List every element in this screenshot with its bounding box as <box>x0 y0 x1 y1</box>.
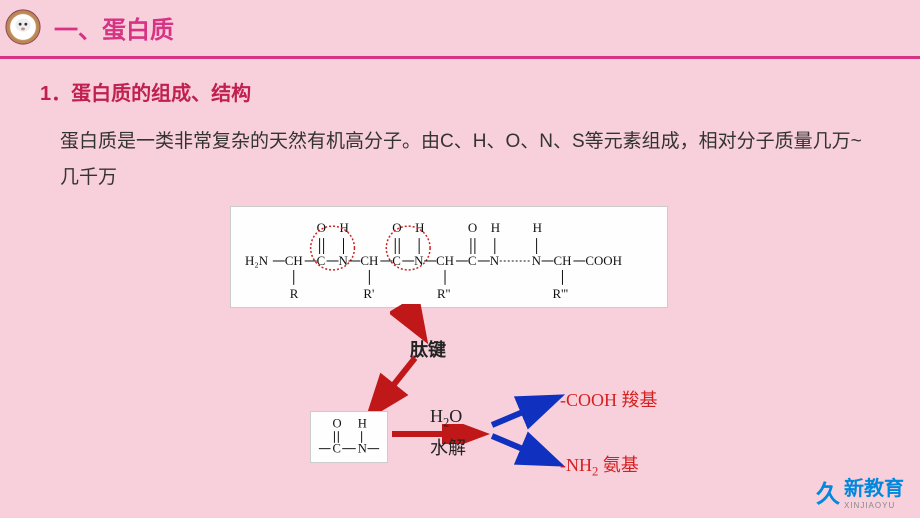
svg-text:R'': R'' <box>437 286 450 301</box>
section-subtitle: 1．蛋白质的组成、结构 <box>0 59 920 106</box>
peptide-bond-unit: O H C N <box>310 411 388 463</box>
svg-text:COOH: COOH <box>585 253 622 268</box>
svg-text:CH: CH <box>285 253 303 268</box>
header-bar: 一、蛋白质 <box>0 0 920 59</box>
sheep-logo <box>4 8 42 46</box>
svg-text:C: C <box>332 442 340 456</box>
page-title: 一、蛋白质 <box>54 10 174 45</box>
body-paragraph: 蛋白质是一类非常复杂的天然有机高分子。由C、H、O、N、S等元素组成，相对分子质… <box>0 106 920 196</box>
svg-text:H: H <box>533 220 542 235</box>
svg-text:O: O <box>332 416 341 430</box>
svg-text:CH: CH <box>360 253 378 268</box>
svg-text:H₂N: H₂N <box>245 253 269 268</box>
svg-text:C: C <box>392 253 401 268</box>
carboxyl-label: -COOH 羧基 <box>560 386 658 412</box>
svg-text:N: N <box>358 442 367 456</box>
arrow-to-cooh <box>488 391 568 431</box>
svg-text:CH: CH <box>554 253 572 268</box>
svg-text:R''': R''' <box>553 286 569 301</box>
svg-text:C: C <box>468 253 477 268</box>
svg-text:O: O <box>317 220 326 235</box>
svg-text:N: N <box>414 253 424 268</box>
svg-text:H: H <box>491 220 500 235</box>
h2o-label: H2O <box>430 406 462 431</box>
arrow-to-nh2 <box>488 430 568 470</box>
watermark-sub: XINJIAOYU <box>844 501 904 510</box>
watermark-icon: 久 <box>816 474 840 509</box>
svg-text:R: R <box>290 286 299 301</box>
watermark-text: 新教育 <box>844 472 904 501</box>
svg-text:N: N <box>339 253 349 268</box>
svg-text:O: O <box>468 220 477 235</box>
watermark: 久 新教育 XINJIAOYU <box>816 472 904 510</box>
svg-text:H: H <box>358 416 367 430</box>
svg-text:N: N <box>532 253 542 268</box>
svg-text:N: N <box>490 253 500 268</box>
svg-text:H: H <box>415 220 424 235</box>
hydrolysis-label: 水解 <box>430 434 466 460</box>
chemistry-diagram: H₂N CH R C O N H CH R' <box>110 206 810 506</box>
svg-text:CH: CH <box>436 253 454 268</box>
amino-label: -NH2 氨基 <box>560 451 639 480</box>
svg-text:R': R' <box>363 286 374 301</box>
peptide-chain-structure: H₂N CH R C O N H CH R' <box>230 206 668 308</box>
svg-text:C: C <box>317 253 326 268</box>
svg-text:O: O <box>392 220 401 235</box>
svg-text:H: H <box>340 220 349 235</box>
